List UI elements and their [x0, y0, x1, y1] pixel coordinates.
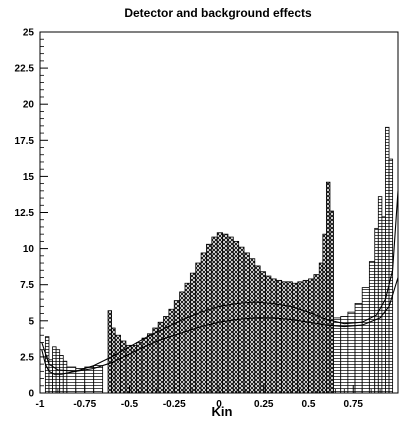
- histogram-bin: [333, 317, 342, 394]
- histogram-bin: [55, 349, 61, 394]
- histogram-bin: [313, 274, 320, 394]
- histogram-bin: [62, 360, 68, 394]
- fit-curve: [41, 190, 399, 375]
- y-tick-label: 7.5: [20, 280, 34, 291]
- histogram-bin: [354, 303, 363, 394]
- histogram-bin: [340, 316, 349, 394]
- histogram-bin: [329, 210, 334, 394]
- histogram-bin: [146, 333, 154, 394]
- y-axis: 0 2.5 5 7.5 10 12.5 15 17.5 20 22.5 25: [15, 28, 48, 400]
- histogram-bin: [152, 327, 159, 394]
- histogram-bin: [243, 252, 250, 394]
- histogram-bin: [254, 265, 261, 394]
- histogram-bin: [227, 236, 234, 394]
- histogram-bin: [308, 278, 315, 394]
- histogram-bin: [211, 236, 218, 394]
- histogram-bin: [75, 368, 86, 394]
- histogram-bin: [222, 233, 229, 394]
- histogram-bin: [270, 278, 277, 394]
- histogram-bin: [111, 327, 116, 394]
- histogram-bin: [200, 252, 207, 394]
- histogram-bin: [385, 126, 390, 394]
- y-tick-label: 2.5: [20, 352, 34, 363]
- histogram-bin: [286, 281, 293, 394]
- x-tick-label: -1: [36, 399, 45, 410]
- x-tick-label: 0.75: [344, 399, 364, 410]
- x-axis: -1 -0.75 -0.5 -0.25 0 0.25 0.5 0.75: [36, 385, 390, 410]
- histogram-bin: [302, 279, 309, 394]
- histogram-bin: [368, 261, 376, 394]
- y-tick-label: 10: [23, 244, 35, 255]
- x-tick-label: 0.5: [302, 399, 316, 410]
- x-tick-label: -0.5: [121, 399, 139, 410]
- y-tick-label: 17.5: [15, 136, 35, 147]
- x-tick-label: 0: [216, 399, 222, 410]
- histogram-bin: [52, 346, 57, 394]
- histogram-bin: [189, 272, 197, 394]
- histogram-bin: [173, 300, 181, 394]
- x-axis-label: Kin: [212, 404, 233, 419]
- histogram-bin: [84, 366, 95, 394]
- histogram-bin: [297, 281, 304, 394]
- x-tick-label: -0.75: [73, 399, 96, 410]
- histogram-bin: [93, 365, 104, 394]
- histogram-bin: [361, 287, 370, 394]
- histogram-bin: [249, 258, 256, 394]
- y-tick-label: 12.5: [15, 208, 35, 219]
- histogram-bin: [232, 240, 240, 394]
- histogram-bin: [179, 291, 186, 394]
- histogram-bin: [291, 282, 299, 394]
- y-tick-label: 5: [28, 316, 34, 327]
- histogram-bin: [157, 321, 164, 394]
- fit-curve: [41, 277, 399, 372]
- histogram-bin: [216, 232, 223, 394]
- x-tick-label: -0.25: [163, 399, 186, 410]
- histogram-bin: [374, 227, 379, 394]
- y-tick-label: 20: [23, 100, 35, 111]
- histogram-bin: [325, 181, 331, 394]
- histogram-bin: [114, 334, 121, 394]
- y-tick-label: 15: [23, 172, 35, 183]
- histogram-bin: [107, 310, 112, 394]
- histogram-bin: [377, 196, 383, 394]
- y-tick-label: 25: [23, 28, 35, 39]
- histogram-bin: [259, 271, 266, 394]
- histogram-bin: [168, 308, 175, 394]
- histogram-bin: [238, 246, 245, 394]
- histogram-bin: [322, 233, 327, 394]
- histogram-bin: [184, 282, 191, 394]
- y-tick-label: 22.5: [15, 64, 35, 75]
- histogram-bin: [206, 243, 213, 394]
- y-tick-label: 0: [28, 389, 34, 400]
- histogram-bin: [265, 275, 272, 394]
- histogram-bin: [275, 279, 283, 394]
- histogram-bin: [125, 344, 132, 394]
- histogram-bin: [281, 281, 288, 394]
- histogram-bin: [318, 262, 324, 394]
- histogram-bin: [347, 311, 356, 394]
- x-tick-label: 0.25: [254, 399, 274, 410]
- chart-title: Detector and background effects: [124, 6, 312, 20]
